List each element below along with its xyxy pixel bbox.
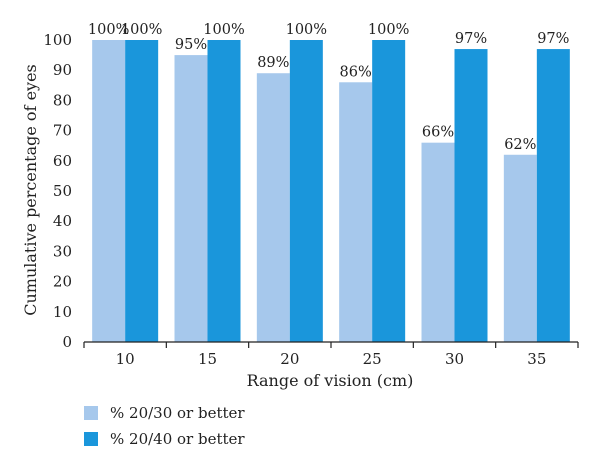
bar-value-label: 66% bbox=[422, 125, 454, 141]
y-axis-title: Cumulative percentage of eyes bbox=[21, 64, 40, 316]
y-tick-label: 90 bbox=[53, 61, 72, 79]
y-axis-ticks: 0 10 20 30 40 50 60 70 80 90 100 bbox=[43, 31, 72, 351]
bar-20-40-35 bbox=[536, 49, 570, 343]
y-tick-label: 60 bbox=[53, 152, 72, 170]
bar-value-label: 100% bbox=[121, 22, 162, 38]
x-tick-label: 30 bbox=[445, 350, 464, 368]
bar-20-40-25 bbox=[372, 40, 406, 342]
y-tick-label: 70 bbox=[53, 122, 72, 140]
bar-20-30-20 bbox=[256, 73, 290, 342]
bar-20-30-35 bbox=[503, 154, 537, 342]
bar-20-30-15 bbox=[174, 55, 208, 342]
bar-20-30-30 bbox=[421, 142, 455, 342]
bar-value-label: 100% bbox=[88, 22, 129, 38]
bar-value-label: 100% bbox=[203, 22, 244, 38]
legend-label-20-30: % 20/30 or better bbox=[110, 404, 245, 422]
bar-value-label: 86% bbox=[340, 64, 372, 80]
x-tick-label: 10 bbox=[116, 350, 135, 368]
bars bbox=[92, 40, 570, 343]
y-tick-label: 100 bbox=[43, 31, 72, 49]
y-tick-label: 30 bbox=[53, 242, 72, 260]
x-axis-ticks: 10 15 20 25 30 35 bbox=[83, 342, 579, 368]
y-tick-label: 0 bbox=[62, 333, 72, 351]
y-tick-label: 40 bbox=[53, 212, 72, 230]
legend-swatch-20-30 bbox=[84, 406, 98, 420]
y-tick-label: 50 bbox=[53, 182, 72, 200]
bar-value-labels: 100%100%95%100%89%100%86%100%66%97%62%97… bbox=[88, 22, 570, 153]
bar-20-40-30 bbox=[454, 49, 488, 343]
bar-value-label: 97% bbox=[455, 31, 487, 47]
bar-value-label: 97% bbox=[537, 31, 569, 47]
bar-20-40-15 bbox=[207, 40, 241, 342]
y-tick-label: 20 bbox=[53, 273, 72, 291]
x-tick-label: 35 bbox=[527, 350, 546, 368]
bar-value-label: 100% bbox=[368, 22, 409, 38]
x-tick-label: 25 bbox=[363, 350, 382, 368]
bar-20-30-10 bbox=[92, 40, 126, 342]
bar-value-label: 95% bbox=[175, 37, 207, 53]
y-tick-label: 80 bbox=[53, 91, 72, 109]
bar-20-30-25 bbox=[339, 82, 373, 342]
x-tick-label: 20 bbox=[280, 350, 299, 368]
legend-item-20-30: % 20/30 or better bbox=[84, 404, 245, 422]
bar-value-label: 62% bbox=[504, 137, 536, 153]
bar-20-40-20 bbox=[289, 40, 323, 342]
bar-value-label: 100% bbox=[286, 22, 327, 38]
x-axis-title: Range of vision (cm) bbox=[247, 371, 414, 390]
legend-item-20-40: % 20/40 or better bbox=[84, 430, 245, 448]
x-tick-label: 15 bbox=[198, 350, 217, 368]
bar-20-40-10 bbox=[125, 40, 159, 342]
legend-label-20-40: % 20/40 or better bbox=[110, 430, 245, 448]
y-tick-label: 10 bbox=[53, 303, 72, 321]
bar-value-label: 89% bbox=[257, 55, 289, 71]
legend: % 20/30 or better % 20/40 or better bbox=[84, 404, 245, 456]
legend-swatch-20-40 bbox=[84, 432, 98, 446]
